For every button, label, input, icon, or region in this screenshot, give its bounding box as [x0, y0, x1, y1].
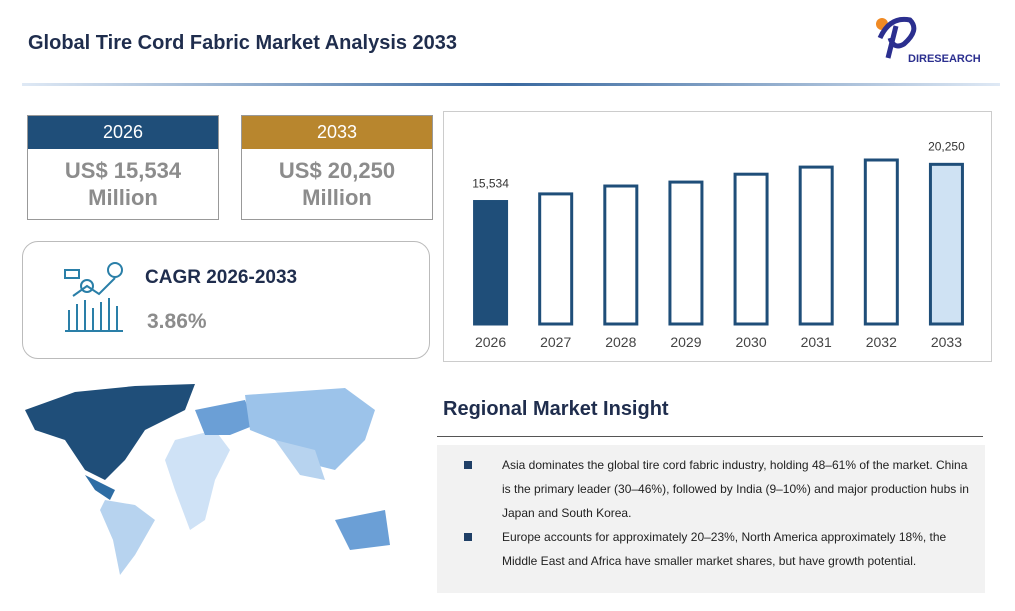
bar — [798, 165, 834, 326]
x-tick-label: 2031 — [801, 334, 832, 350]
value-card: 2026 US$ 15,534 Million — [27, 115, 219, 220]
card-unit: Million — [302, 185, 372, 210]
card-value: US$ 20,250 Million — [242, 157, 432, 211]
card-year: 2026 — [28, 116, 218, 149]
cagr-box: CAGR 2026-2033 3.86% — [22, 241, 430, 359]
card-amount: US$ 20,250 — [278, 158, 396, 183]
bar — [928, 162, 964, 326]
insight-box: Asia dominates the global tire cord fabr… — [437, 445, 985, 593]
bar — [603, 184, 639, 326]
bar — [733, 172, 769, 326]
x-tick-label: 2029 — [670, 334, 701, 350]
bar-chart: 2026 15,534 2027 2028 2029 2030 2031 2032 2033 20… — [443, 111, 992, 362]
x-tick-label: 2028 — [605, 334, 636, 350]
logo: DIRESEARCH — [876, 16, 981, 65]
bar — [538, 192, 574, 326]
card-year: 2033 — [242, 116, 432, 149]
x-tick-label: 2027 — [540, 334, 571, 350]
header-rule — [22, 83, 1000, 86]
insight-bullet: Europe accounts for approximately 20–23%… — [447, 525, 975, 573]
data-label: 15,534 — [472, 177, 509, 191]
cagr-value: 3.86% — [147, 310, 207, 333]
x-tick-label: 2032 — [866, 334, 897, 350]
value-card: 2033 US$ 20,250 Million — [241, 115, 433, 220]
logo-text: DIRESEARCH — [908, 53, 981, 65]
insight-rule — [437, 436, 983, 437]
bar — [668, 180, 704, 326]
world-map — [25, 384, 390, 575]
card-unit: Million — [88, 185, 158, 210]
card-amount: US$ 15,534 — [64, 158, 182, 183]
x-tick-label: 2026 — [475, 334, 506, 350]
cagr-label: CAGR 2026-2033 — [145, 267, 298, 288]
data-label: 20,250 — [928, 139, 965, 153]
page-title: Global Tire Cord Fabric Market Analysis … — [28, 32, 458, 54]
bar — [863, 158, 899, 326]
bar — [473, 200, 509, 326]
x-tick-label: 2030 — [735, 334, 766, 350]
cagr-icon — [64, 262, 123, 332]
card-value: US$ 15,534 Million — [28, 157, 218, 211]
insight-bullet: Asia dominates the global tire cord fabr… — [447, 453, 975, 525]
insight-title: Regional Market Insight — [443, 398, 669, 420]
x-tick-label: 2033 — [931, 334, 962, 350]
